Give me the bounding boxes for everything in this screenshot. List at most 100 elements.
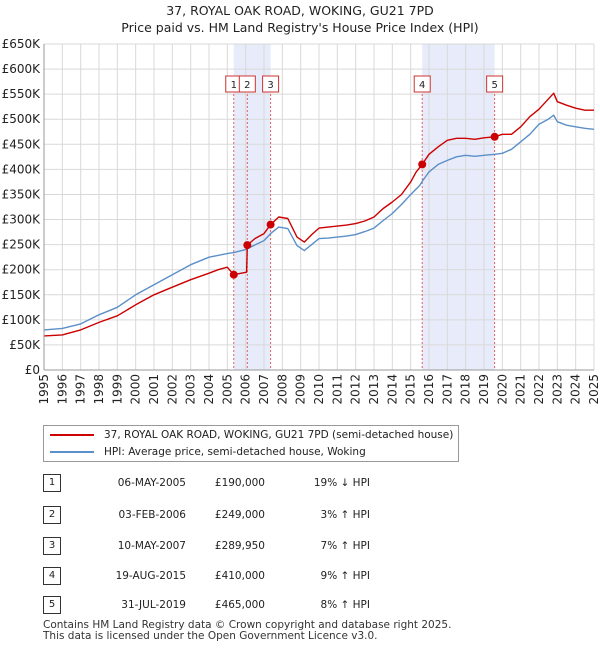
sale-label-box: 5 [486,75,504,93]
sale-row: 3 10-MAY-2007 £289,950 7% ↑ HPI [0,536,600,556]
sale-label-box-frame [486,75,504,93]
x-tick-label: 2015 [404,374,418,405]
sale-point [490,132,499,141]
sale-hpi-diff: 8% ↑ HPI [320,599,370,611]
x-tick-label: 2023 [550,374,564,405]
sale-number-badge: 5 [43,596,61,614]
legend-swatch-hpi [50,451,94,453]
sale-number-badge: 1 [43,474,61,492]
sale-hpi-diff: 3% ↑ HPI [320,509,370,521]
x-tick-labels: 1995 1996 1997 1998 1999 2000 2001 2002 2003 2004… [37,374,600,405]
legend: 37, ROYAL OAK ROAD, WOKING, GU21 7PD (se… [43,425,459,462]
sale-label-box: 4 [413,75,431,93]
y-tick-label: £400K [2,162,42,176]
x-tick-label: 2020 [495,374,509,405]
sale-hpi-diff: 7% ↑ HPI [320,540,370,552]
x-tick-label: 2013 [367,374,381,405]
sale-row: 2 03-FEB-2006 £249,000 3% ↑ HPI [0,505,600,525]
shaded-range [422,44,495,370]
y-tick-label: £200K [2,263,42,277]
sale-price: £465,000 [214,599,265,611]
y-tick-label: £600K [2,62,42,76]
x-tick-label: 2008 [275,374,289,405]
legend-label-hpi: HPI: Average price, semi-detached house,… [104,446,366,458]
y-tick-label: £650K [2,37,42,51]
y-tick-label: £250K [2,238,42,252]
gridlines [43,43,595,371]
sale-point [243,241,252,250]
x-tick-label: 2000 [129,374,143,405]
sale-point [266,220,275,229]
x-tick-label: 2001 [147,374,161,405]
axes [43,44,594,371]
x-tick-label: 2005 [220,374,234,405]
x-tick-label: 2017 [440,374,454,405]
legend-label-property: 37, ROYAL OAK ROAD, WOKING, GU21 7PD (se… [104,429,454,441]
x-tick-label: 1995 [37,374,51,405]
x-tick-label: 1998 [92,374,106,405]
chart-title-line2: Price paid vs. HM Land Registry's House … [121,20,479,35]
sale-row: 5 31-JUL-2019 £465,000 8% ↑ HPI [0,595,600,615]
sale-label-box-text: 4 [419,80,425,91]
series-lines [43,92,595,337]
hpi-line [43,114,595,331]
x-tick-label: 2019 [477,374,491,405]
sale-label-box-text: 3 [267,80,273,91]
y-tick-labels: £0 £50K £100K £150K £200K £250K £300K £350K £400… [2,37,42,377]
x-tick-label: 2003 [184,374,198,405]
sale-number-badge: 3 [43,537,61,555]
y-tick-label: £50K [9,338,41,352]
x-tick-label: 1999 [110,374,124,405]
footer-licence: This data is licensed under the Open Gov… [43,630,378,642]
sale-row: 1 06-MAY-2005 £190,000 19% ↓ HPI [0,473,600,493]
sale-label-box-text: 1 [231,80,237,91]
chart-title: 37, ROYAL OAK ROAD, WOKING, GU21 7PD Pri… [0,2,600,36]
sale-label-box: 2 [238,75,256,93]
sale-date: 10-MAY-2007 [117,540,186,552]
x-tick-label: 2002 [165,374,179,405]
chart-title-line1: 37, ROYAL OAK ROAD, WOKING, GU21 7PD [166,3,434,18]
sale-date: 03-FEB-2006 [118,509,186,521]
x-tick-label: 1997 [74,374,88,405]
sale-label-box-frame [413,75,431,93]
y-tick-label: £300K [2,213,42,227]
sale-point [418,160,427,169]
sale-price: £249,000 [214,509,265,521]
y-tick-label: £100K [2,313,42,327]
y-tick-label: £550K [2,87,42,101]
sale-label-box-text: 2 [244,80,250,91]
x-tick-label: 2006 [239,374,253,405]
sale-date: 06-MAY-2005 [117,477,186,489]
y-tick-label: £150K [2,288,42,302]
x-tick-label: 2025 [587,374,600,405]
sale-label-box-frame [262,75,280,93]
sale-label-box-text: 5 [491,80,497,91]
x-tick-label: 2012 [349,374,363,405]
legend-item-hpi: HPI: Average price, semi-detached house,… [50,444,366,460]
sale-point [229,270,238,279]
x-tick-label: 2009 [294,374,308,405]
sale-row: 4 19-AUG-2015 £410,000 9% ↑ HPI [0,566,600,586]
property-price-line [43,92,594,337]
sale-label-box-frame [238,75,256,93]
sale-number-badge: 4 [43,567,61,585]
sale-price: £410,000 [214,570,265,582]
sale-date: 19-AUG-2015 [115,570,186,582]
sale-label-box: 3 [262,75,280,93]
sale-date: 31-JUL-2019 [121,599,186,611]
x-tick-label: 2016 [422,374,436,405]
legend-item-property: 37, ROYAL OAK ROAD, WOKING, GU21 7PD (se… [50,427,453,443]
shaded-range [233,44,271,370]
x-tick-label: 2011 [330,374,344,405]
sale-hpi-diff: 19% ↓ HPI [313,477,370,489]
x-tick-label: 1996 [55,374,69,405]
sale-price: £289,950 [214,540,265,552]
footer-copyright: Contains HM Land Registry data © Crown c… [43,619,452,631]
x-tick-label: 2004 [202,374,216,405]
y-tick-label: £500K [2,112,42,126]
sale-price: £190,000 [214,477,265,489]
x-tick-label: 2007 [257,374,271,405]
x-tick-label: 2021 [514,374,528,405]
